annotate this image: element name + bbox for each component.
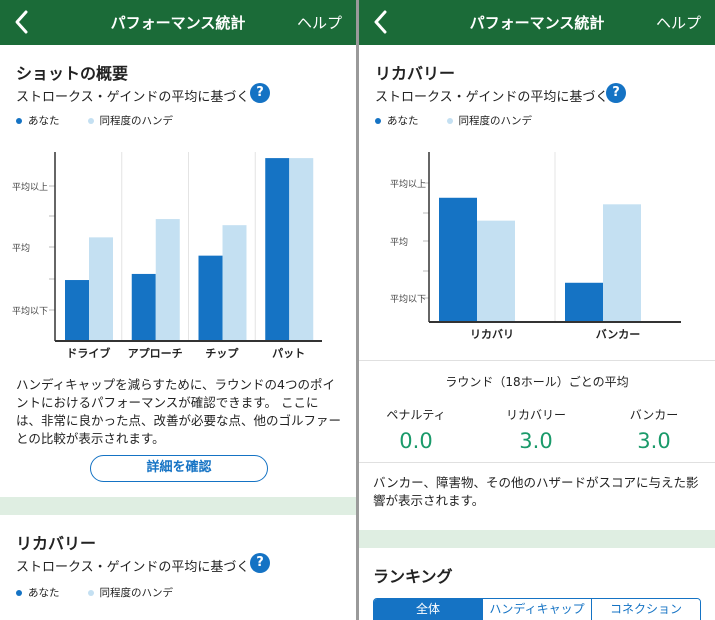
y-tick-label: 平均以下 <box>390 293 426 305</box>
shots-description-line: との比較が表示されます。 <box>16 431 165 446</box>
legend-peer-label: 同程度のハンデ <box>99 115 174 127</box>
legend-peer-dot <box>446 117 453 124</box>
shots-legend: あなた 同程度のハンデ <box>16 113 173 128</box>
shots-description-line: ハンディキャップを減らすために、ラウンドの4つのポイ <box>16 377 335 392</box>
x-category-label: パット <box>272 347 305 360</box>
bar-you <box>439 197 477 322</box>
help-link[interactable]: ヘルプ <box>296 14 342 32</box>
recovery-section-title: リカバリー <box>375 64 456 83</box>
bar-you <box>198 255 223 341</box>
bar-you <box>65 280 89 341</box>
bar-peer <box>155 219 180 341</box>
stat-value: 0.0 <box>399 429 433 453</box>
legend-peer-dot <box>87 117 94 124</box>
legend-you-dot <box>16 117 22 124</box>
recovery-section-title: リカバリー <box>16 534 97 553</box>
shots-subtitle: ストロークス・ゲインドの平均に基づく <box>16 90 250 105</box>
view-details-button[interactable]: 詳細を確認 <box>90 455 268 482</box>
bar-you <box>265 158 290 341</box>
hazard-description-line: バンカー、障害物、その他のハザードがスコアに与えた影 <box>373 475 699 490</box>
divider-line <box>359 462 715 463</box>
screen-divider <box>356 0 359 620</box>
right-screen: パフォーマンス統計 ヘルプ リカバリー ストロークス・ゲインドの平均に基づく ?… <box>359 0 715 620</box>
x-category-label: チップ <box>205 346 239 360</box>
bar-you <box>131 273 156 341</box>
shots-description: ハンディキャップを減らすために、ラウンドの4つのポイ ントにおけるパフォーマンス… <box>16 376 341 448</box>
back-chevron-icon[interactable] <box>371 8 391 36</box>
help-link[interactable]: ヘルプ <box>655 14 701 32</box>
recovery-legend: あなた 同程度のハンデ <box>375 113 532 128</box>
tab-handicap[interactable]: ハンディキャップ <box>483 599 592 620</box>
section-separator-band <box>0 497 356 515</box>
divider-line <box>359 360 715 361</box>
legend-peer-dot <box>87 589 94 596</box>
legend-you-label: あなた <box>28 587 60 599</box>
question-icon[interactable]: ? <box>250 553 270 573</box>
header-title: パフォーマンス統計 <box>469 14 605 32</box>
bar-you <box>565 282 603 322</box>
stat-penalty: ペナルティ 0.0 <box>361 406 471 453</box>
recovery-subtitle: ストロークス・ゲインドの平均に基づく <box>375 90 609 105</box>
x-category-label: アプローチ <box>128 346 183 360</box>
bar-peer <box>289 158 314 341</box>
legend-you-label: あなた <box>387 115 419 127</box>
question-icon[interactable]: ? <box>250 83 270 103</box>
question-icon[interactable]: ? <box>606 83 626 103</box>
hazard-description: バンカー、障害物、その他のハザードがスコアに与えた影 響が表示されます。 <box>373 474 699 510</box>
back-chevron-icon[interactable] <box>12 8 32 36</box>
hazard-description-line: 響が表示されます。 <box>373 493 485 508</box>
recovery-subtitle: ストロークス・ゲインドの平均に基づく <box>16 560 250 575</box>
bar-peer <box>603 204 641 322</box>
y-tick-label: 平均 <box>12 242 30 254</box>
legend-you-label: あなた <box>28 115 60 127</box>
stat-value: 3.0 <box>637 429 671 453</box>
x-category-label: ドライブ <box>66 346 110 360</box>
legend-peer-label: 同程度のハンデ <box>458 115 533 127</box>
stat-label: リカバリー <box>505 408 566 422</box>
stat-bunker: バンカー 3.0 <box>599 406 709 453</box>
stat-recovery: リカバリー 3.0 <box>481 406 591 453</box>
shots-description-line: は、非常に良かった点、改善が必要な点、他のゴルファー <box>16 413 342 428</box>
stat-label: ペナルティ <box>386 408 446 422</box>
x-category-label: バンカー <box>596 328 641 341</box>
header-title: パフォーマンス統計 <box>110 14 246 32</box>
bar-peer <box>222 225 247 341</box>
ranking-section-title: ランキング <box>373 567 453 586</box>
shots-section-title: ショットの概要 <box>16 64 129 83</box>
shots-description-line: ントにおけるパフォーマンスが確認できます。 ここに <box>16 395 319 410</box>
recovery-legend: あなた 同程度のハンデ <box>16 585 173 600</box>
header-bar: パフォーマンス統計 ヘルプ <box>359 0 715 45</box>
stat-value: 3.0 <box>519 429 553 453</box>
tab-connections[interactable]: コネクション <box>592 599 700 620</box>
y-tick-label: 平均以上 <box>390 178 426 190</box>
y-tick-label: 平均以下 <box>12 305 48 317</box>
ranking-tabs: 全体 ハンディキャップ コネクション <box>373 598 701 620</box>
stat-label: バンカー <box>629 408 679 422</box>
tab-overall[interactable]: 全体 <box>374 599 483 620</box>
bar-peer <box>89 237 113 341</box>
y-tick-label: 平均以上 <box>12 181 48 193</box>
legend-you-dot <box>375 117 381 124</box>
x-category-label: リカバリ <box>470 328 514 341</box>
y-tick-label: 平均 <box>390 236 408 248</box>
legend-you-dot <box>16 589 22 596</box>
round-average-title: ラウンド（18ホール）ごとの平均 <box>445 375 629 389</box>
legend-peer-label: 同程度のハンデ <box>99 587 174 599</box>
header-bar: パフォーマンス統計 ヘルプ <box>0 0 356 45</box>
section-separator-band <box>359 530 715 548</box>
left-screen: パフォーマンス統計 ヘルプ ショットの概要 ストロークス・ゲインドの平均に基づく… <box>0 0 356 620</box>
bar-peer <box>477 220 515 322</box>
